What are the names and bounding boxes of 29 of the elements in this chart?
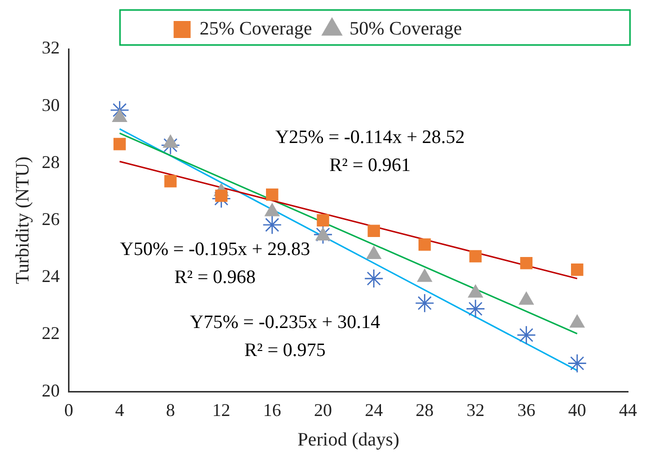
x-tick-label: 40: [568, 400, 586, 420]
y-tick-label: 32: [42, 38, 60, 58]
legend-label: 25% Coverage: [200, 18, 312, 40]
y-axis-title: Turbidity (NTU): [12, 156, 34, 284]
y-tick-label: 24: [42, 266, 60, 286]
x-tick-label: 12: [212, 400, 230, 420]
annotation: R² = 0.968: [174, 266, 256, 288]
y-tick-label: 20: [42, 380, 60, 400]
x-tick-label: 8: [166, 400, 175, 420]
x-axis-title: Period (days): [297, 430, 400, 451]
annotation: Y25% = -0.114x + 28.52: [275, 126, 465, 148]
annotation: R² = 0.975: [244, 340, 326, 361]
y-tick-label: 22: [42, 323, 60, 344]
y-tick-label: 28: [42, 152, 60, 172]
annotation: Y50% = -0.195x + 29.83: [120, 238, 310, 260]
x-tick-label: 32: [466, 400, 484, 420]
x-tick-label: 20: [314, 400, 332, 420]
y-tick-label: 30: [42, 94, 60, 115]
x-tick-label: 28: [416, 400, 434, 420]
x-tick-label: 16: [263, 400, 282, 420]
annotation: Y75% = -0.235x + 30.14: [190, 312, 381, 333]
x-tick-label: 24: [364, 400, 383, 420]
annotation: R² = 0.961: [329, 154, 411, 176]
y-tick-label: 26: [42, 209, 60, 230]
x-tick-label: 44: [619, 400, 637, 420]
x-tick-label: 36: [517, 400, 536, 420]
legend-label: 50% Coverage: [350, 18, 462, 40]
x-tick-label: 0: [64, 400, 74, 420]
x-tick-label: 4: [115, 400, 124, 420]
